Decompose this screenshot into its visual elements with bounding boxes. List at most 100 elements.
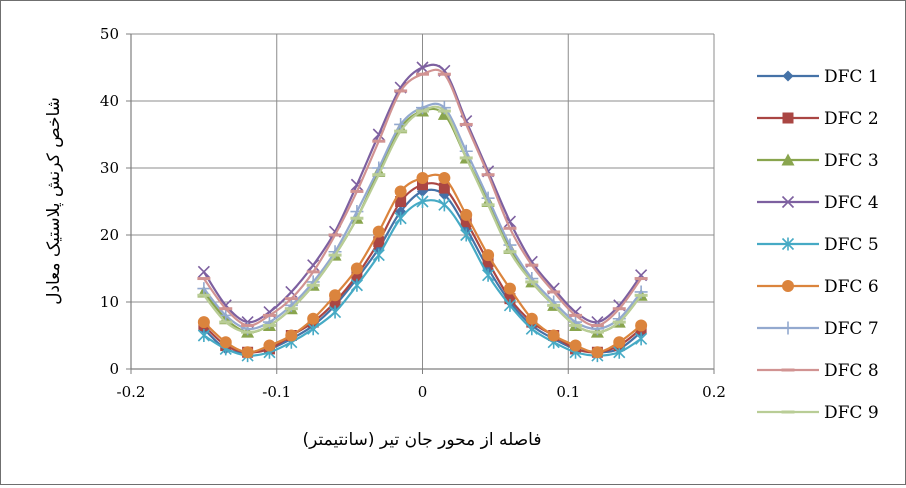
- legend-marker: [781, 195, 795, 209]
- data-point: [307, 312, 320, 325]
- data-point: [590, 330, 604, 334]
- data-point: [307, 259, 320, 272]
- legend-item: DFC 7: [757, 319, 879, 339]
- legend-marker: [782, 112, 794, 124]
- data-point: [481, 173, 495, 177]
- data-point: [547, 303, 561, 307]
- data-point: [438, 172, 451, 185]
- legend-label: DFC 9: [824, 403, 879, 423]
- data-point: [394, 185, 407, 198]
- x-tick-label: -0.1: [262, 383, 291, 401]
- data-point: [394, 89, 408, 93]
- data-point: [416, 61, 429, 74]
- legend-label: DFC 8: [824, 361, 879, 381]
- legend-label: DFC 3: [824, 151, 879, 171]
- data-point: [438, 182, 450, 194]
- data-point: [350, 262, 363, 275]
- series-dfc-6: [197, 172, 648, 359]
- data-point: [372, 139, 386, 143]
- data-point: [197, 265, 210, 278]
- data-point: [197, 329, 210, 342]
- data-point: [591, 346, 604, 359]
- data-point: [635, 332, 648, 346]
- data-point: [219, 320, 233, 324]
- data-point: [328, 233, 342, 237]
- x-tick-label: 0: [418, 383, 428, 401]
- data-point: [284, 307, 298, 311]
- data-point: [306, 270, 320, 274]
- data-point: [373, 236, 385, 248]
- data-point: [503, 226, 517, 230]
- data-point: [634, 277, 648, 281]
- legend-item: DFC 1: [757, 67, 879, 87]
- data-point: [482, 256, 494, 268]
- legend-marker: [781, 153, 795, 166]
- data-point: [547, 329, 560, 342]
- data-point: [459, 156, 473, 160]
- legend-marker: [782, 70, 794, 82]
- data-point: [612, 307, 626, 311]
- x-tick-label: 0.1: [556, 383, 580, 401]
- legend-item: DFC 8: [757, 361, 879, 381]
- y-tick-label: 40: [100, 92, 119, 110]
- y-tick-label: 0: [109, 360, 119, 378]
- data-point: [547, 290, 561, 294]
- data-point: [328, 305, 342, 319]
- data-point: [350, 278, 363, 292]
- data-point: [460, 228, 473, 242]
- data-point: [417, 179, 428, 191]
- legend-item: DFC 5: [757, 235, 879, 255]
- data-point: [503, 298, 517, 312]
- legend-label: DFC 4: [824, 193, 879, 213]
- data-point: [481, 203, 495, 207]
- data-point: [460, 208, 473, 221]
- series-layer: [197, 61, 648, 363]
- legend-marker: [781, 368, 795, 372]
- data-point: [395, 196, 407, 207]
- data-point: [416, 195, 429, 208]
- y-tick-label: 30: [100, 159, 119, 177]
- data-point: [306, 283, 320, 287]
- data-point: [438, 198, 451, 212]
- data-point: [219, 307, 233, 311]
- data-point: [503, 282, 516, 295]
- data-point: [372, 248, 385, 262]
- data-point: [262, 323, 276, 327]
- data-point: [328, 253, 342, 257]
- data-point: [437, 109, 451, 113]
- legend-marker: [782, 280, 794, 292]
- data-point: [329, 296, 341, 308]
- legend-item: DFC 9: [757, 403, 879, 423]
- data-point: [219, 308, 233, 322]
- data-point: [612, 320, 626, 324]
- data-point: [197, 293, 211, 297]
- data-point: [197, 277, 211, 281]
- data-point: [241, 346, 254, 359]
- data-point: [416, 72, 429, 76]
- x-tick-label: 0.2: [702, 383, 726, 401]
- y-axis-title: شاخص کرنش پلاستیک معادل: [44, 97, 64, 305]
- data-point: [634, 293, 648, 297]
- data-point: [525, 312, 538, 325]
- data-point: [459, 122, 473, 126]
- legend-item: DFC 2: [757, 109, 879, 129]
- y-tick-label: 20: [100, 226, 119, 244]
- axes: [126, 33, 715, 374]
- legend-label: DFC 6: [824, 277, 879, 297]
- data-point: [262, 313, 276, 317]
- data-point: [351, 269, 363, 281]
- data-point: [525, 280, 539, 284]
- data-point: [437, 72, 451, 76]
- legend-label: DFC 1: [824, 67, 879, 87]
- data-point: [241, 323, 255, 327]
- legend-item: DFC 6: [757, 277, 879, 297]
- series-dfc-8: [197, 68, 648, 327]
- y-tick-label: 10: [100, 293, 119, 311]
- y-tick-label: 50: [100, 25, 119, 43]
- data-point: [197, 282, 211, 296]
- legend-label: DFC 5: [824, 235, 879, 255]
- data-point: [241, 330, 255, 334]
- data-point: [350, 189, 364, 193]
- data-point: [416, 172, 429, 185]
